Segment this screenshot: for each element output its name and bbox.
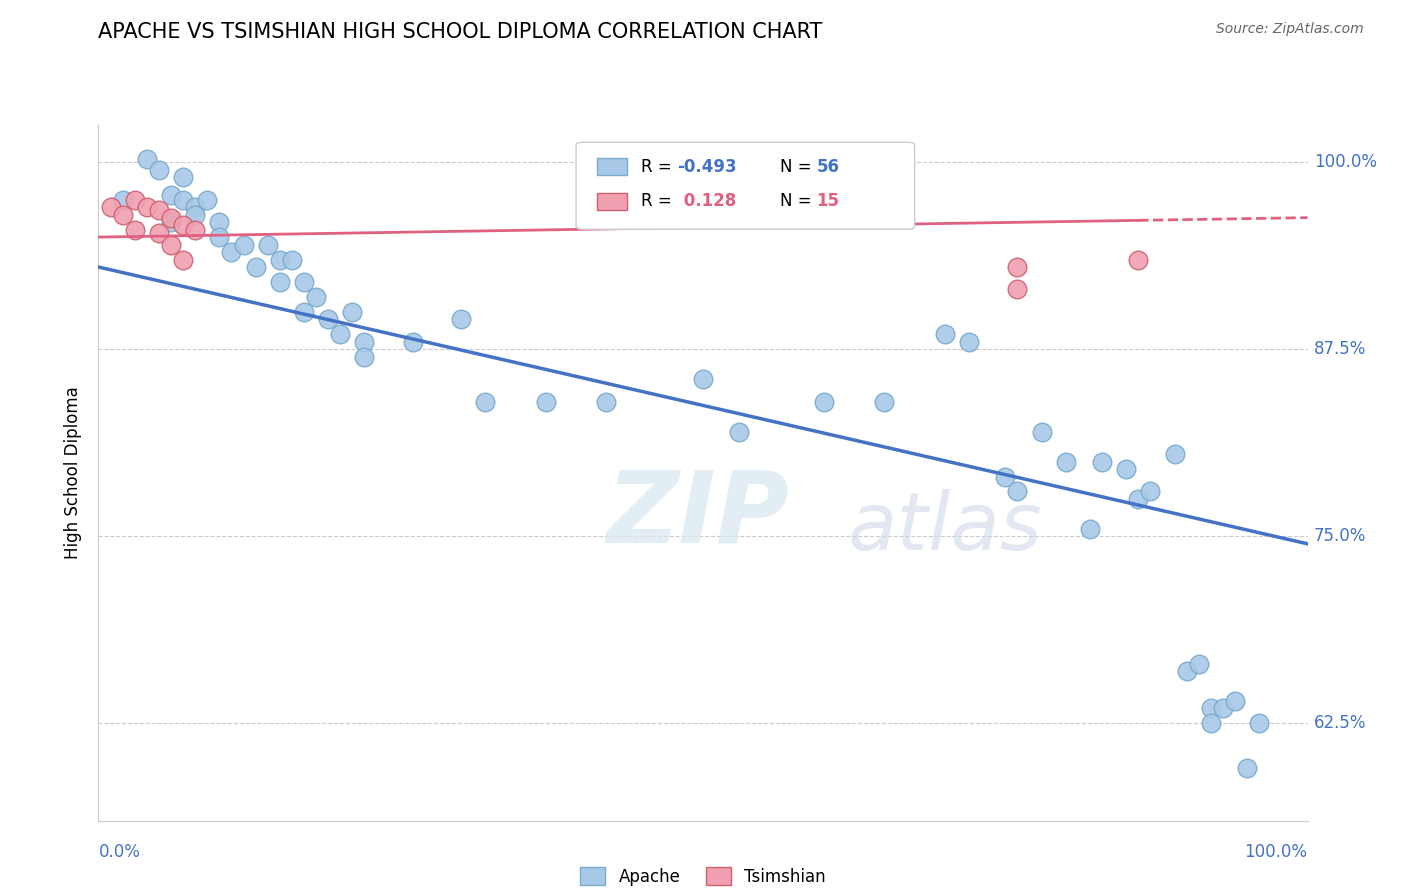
Point xyxy=(1115,462,1137,476)
Text: 0.0%: 0.0% xyxy=(98,843,141,861)
Legend: Apache, Tsimshian: Apache, Tsimshian xyxy=(574,861,832,892)
Point xyxy=(329,327,352,342)
Point xyxy=(450,312,472,326)
Point xyxy=(111,208,134,222)
Text: -0.493: -0.493 xyxy=(678,158,737,176)
Point xyxy=(1249,716,1271,731)
Point xyxy=(100,200,122,214)
Point xyxy=(172,170,194,185)
Point xyxy=(1163,447,1185,461)
Point xyxy=(148,162,170,177)
Text: N =: N = xyxy=(780,158,813,176)
Point xyxy=(160,215,183,229)
Text: 15: 15 xyxy=(817,193,839,211)
Point xyxy=(1031,425,1053,439)
Point xyxy=(1007,283,1029,297)
Point xyxy=(692,372,714,386)
Point xyxy=(269,275,291,289)
Point xyxy=(172,193,194,207)
Point xyxy=(534,394,557,409)
Point xyxy=(1128,252,1150,267)
Point xyxy=(1236,761,1258,775)
Text: R =: R = xyxy=(641,158,672,176)
FancyBboxPatch shape xyxy=(576,142,915,229)
Text: N =: N = xyxy=(780,193,813,211)
Point xyxy=(1223,694,1246,708)
Point xyxy=(124,193,146,207)
Point xyxy=(111,193,134,207)
Point xyxy=(342,305,364,319)
Point xyxy=(184,222,207,236)
Point xyxy=(292,305,315,319)
Point xyxy=(934,327,956,342)
Point xyxy=(957,334,980,349)
Point xyxy=(256,237,278,252)
Text: 100.0%: 100.0% xyxy=(1244,843,1308,861)
Text: 87.5%: 87.5% xyxy=(1313,341,1367,359)
Text: APACHE VS TSIMSHIAN HIGH SCHOOL DIPLOMA CORRELATION CHART: APACHE VS TSIMSHIAN HIGH SCHOOL DIPLOMA … xyxy=(98,22,823,42)
Point xyxy=(1188,657,1211,671)
Point xyxy=(873,394,896,409)
Point xyxy=(148,226,170,240)
Text: 0.128: 0.128 xyxy=(678,193,735,211)
Point xyxy=(232,237,254,252)
Point xyxy=(148,203,170,218)
Point xyxy=(160,237,183,252)
Point xyxy=(221,245,243,260)
Point xyxy=(1212,701,1234,715)
Text: R =: R = xyxy=(641,193,672,211)
Point xyxy=(135,153,157,167)
Point xyxy=(208,215,231,229)
FancyBboxPatch shape xyxy=(596,193,627,211)
Point xyxy=(474,394,496,409)
Point xyxy=(595,394,617,409)
Point xyxy=(728,425,751,439)
Point xyxy=(994,469,1017,483)
Text: atlas: atlas xyxy=(848,490,1043,567)
Point xyxy=(353,350,375,364)
Y-axis label: High School Diploma: High School Diploma xyxy=(65,386,83,559)
Text: 62.5%: 62.5% xyxy=(1313,714,1367,732)
Point xyxy=(1007,484,1029,499)
Point xyxy=(1078,522,1101,536)
Point xyxy=(1199,716,1222,731)
Point xyxy=(1139,484,1161,499)
Text: 100.0%: 100.0% xyxy=(1313,153,1376,171)
Point xyxy=(813,394,835,409)
Point xyxy=(124,222,146,236)
Point xyxy=(281,252,304,267)
Text: ZIP: ZIP xyxy=(606,466,789,563)
Point xyxy=(1175,664,1198,678)
FancyBboxPatch shape xyxy=(596,158,627,176)
Point xyxy=(1054,454,1077,468)
Point xyxy=(172,218,194,232)
Point xyxy=(245,260,267,274)
Point xyxy=(172,252,194,267)
Point xyxy=(160,188,183,202)
Point xyxy=(135,200,157,214)
Point xyxy=(402,334,425,349)
Point xyxy=(292,275,315,289)
Point xyxy=(208,230,231,244)
Point xyxy=(184,208,207,222)
Point xyxy=(1199,701,1222,715)
Point xyxy=(1128,491,1150,506)
Point xyxy=(316,312,339,326)
Point xyxy=(160,211,183,225)
Point xyxy=(305,290,328,304)
Point xyxy=(1091,454,1114,468)
Point xyxy=(1007,260,1029,274)
Point xyxy=(184,200,207,214)
Text: 56: 56 xyxy=(817,158,839,176)
Point xyxy=(269,252,291,267)
Point xyxy=(195,193,218,207)
Text: 75.0%: 75.0% xyxy=(1313,527,1367,545)
Point xyxy=(353,334,375,349)
Text: Source: ZipAtlas.com: Source: ZipAtlas.com xyxy=(1216,22,1364,37)
